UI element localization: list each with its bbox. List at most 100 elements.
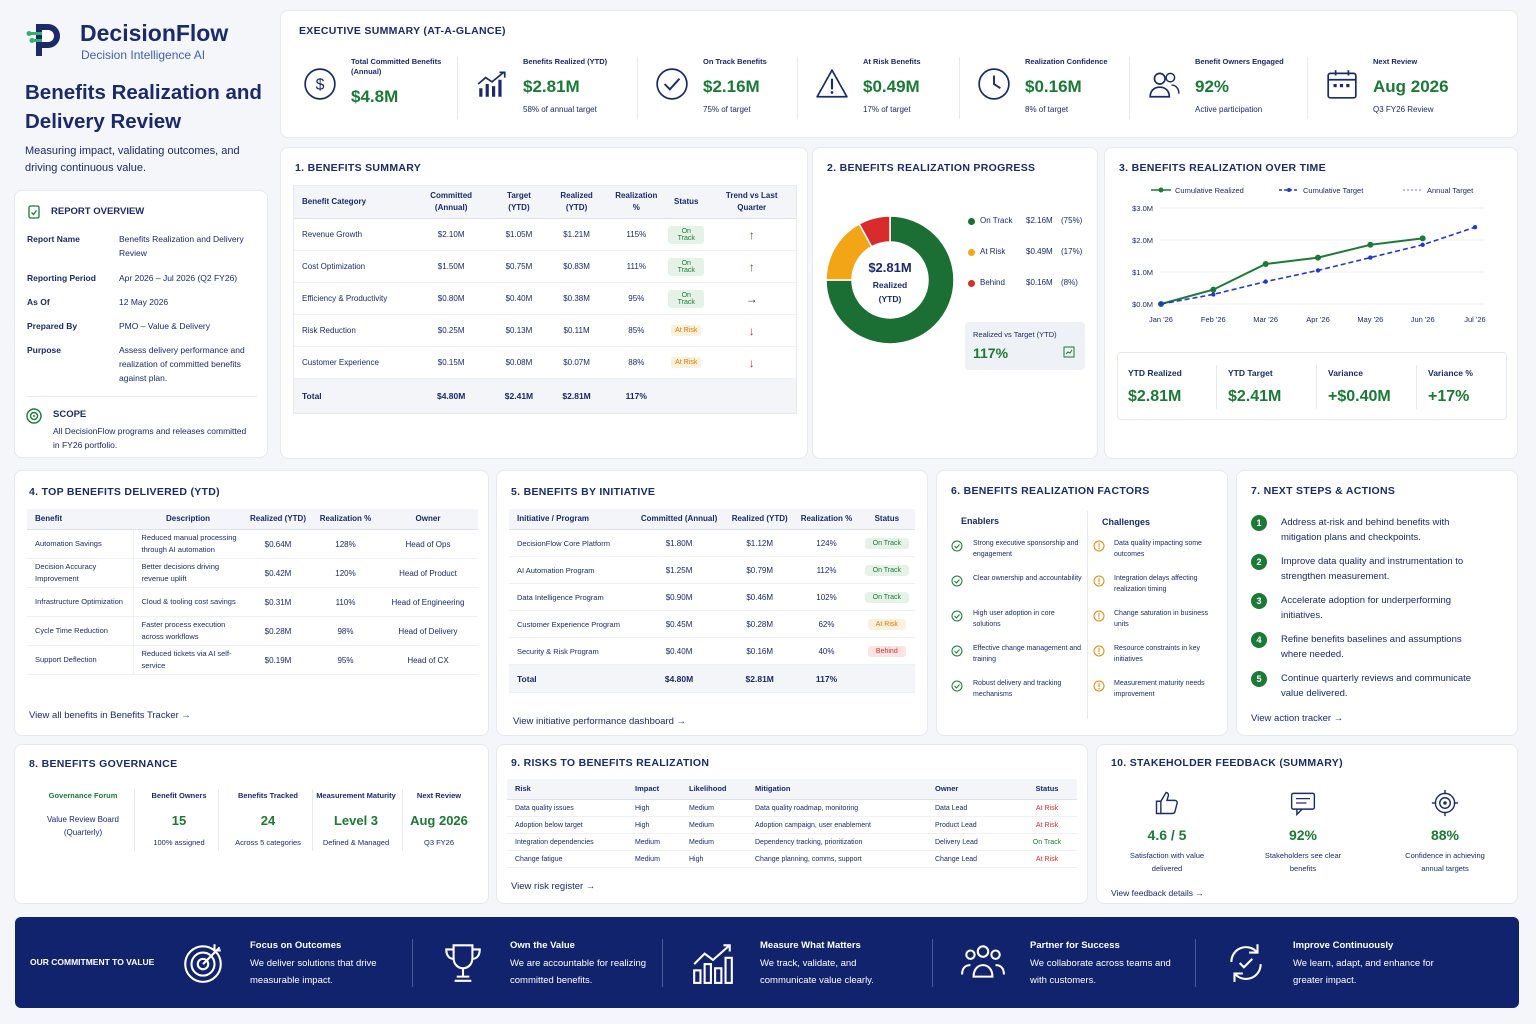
banner-item-text: We learn, adapt, and enhance for greater… — [1293, 958, 1434, 986]
legend-value: $0.16M — [1026, 278, 1053, 287]
status-cell: On Track — [858, 529, 915, 557]
target-icon — [1431, 789, 1459, 822]
feedback-value: 4.6 / 5 — [1147, 827, 1187, 843]
table-cell: Medium — [681, 816, 747, 834]
legend-dot — [968, 249, 975, 256]
benefit-realized: $0.28M — [243, 616, 313, 646]
table-row: Change fatigue Medium High Change planning,… — [507, 850, 1077, 868]
step-text: Refine benefits baselines and assumption… — [1281, 634, 1462, 660]
col-header: Realization % — [607, 186, 666, 219]
kpi-sublabel: Q3 FY26 Review — [1373, 105, 1434, 114]
table-row: Cycle Time Reduction Faster process execu… — [27, 616, 478, 646]
table-cell: $0.16M — [725, 637, 795, 665]
target-icon — [180, 939, 226, 990]
table-row: Risk Reduction $0.25M $0.13M $0.11M 85% At Ri… — [294, 314, 796, 347]
feedback-value: 88% — [1430, 827, 1460, 843]
table-cell: $0.90M — [633, 583, 726, 611]
benefit-realized: $0.64M — [243, 529, 313, 559]
benefit-realized: $0.31M — [243, 587, 313, 617]
table-cell: $0.40M — [492, 282, 546, 315]
benefits-by-initiative-card: 5. BENEFITS BY INITIATIVE Initiative / P… — [496, 470, 928, 736]
trend-arrow-icon: ↓ — [707, 314, 796, 347]
overview-title: REPORT OVERVIEW — [51, 206, 145, 217]
col-header: Status — [858, 509, 915, 530]
enabler-item: Clear ownership and accountability — [973, 575, 1082, 582]
table-row: Efficiency & Productivity $0.80M $0.40M $0.… — [294, 282, 796, 315]
feedback-value: 92% — [1288, 827, 1318, 843]
steps-title: 7. NEXT STEPS & ACTIONS — [1251, 485, 1396, 497]
kpi-tile: Benefit Owners Engaged 92% Active particip… — [1143, 53, 1313, 123]
status-cell: On Track — [858, 556, 915, 584]
legend-value: $2.16M — [1026, 216, 1053, 225]
table-cell: Customer Experience — [294, 346, 410, 379]
governance-header: Governance Forum — [48, 791, 118, 800]
risks-title: 9. RISKS TO BENEFITS REALIZATION — [511, 757, 710, 769]
governance-header: Benefit Owners — [151, 791, 207, 800]
donut-slice-behind — [858, 215, 891, 248]
x-tick-label: Feb '26 — [1201, 315, 1226, 324]
banner-item-title: Own the Value — [510, 940, 575, 951]
status-badge: Behind — [867, 645, 906, 657]
legend-pct: (75%) — [1061, 216, 1083, 225]
challenge-item: Integration delays affecting realization… — [1114, 575, 1198, 593]
total-cell: 117% — [607, 378, 666, 413]
col-header: Likelihood — [681, 779, 747, 800]
feedback-details-link[interactable]: View feedback details → — [1111, 888, 1204, 898]
ytd-value: $2.41M — [1228, 388, 1282, 405]
data-point — [1158, 301, 1164, 307]
brand-name: DecisionFlow — [80, 20, 229, 46]
data-point — [1315, 254, 1321, 261]
y-tick-label: $1.0M — [1132, 268, 1153, 277]
status-cell: On Track — [665, 218, 708, 251]
initiative-dashboard-link[interactable]: View initiative performance dashboard → — [513, 716, 687, 727]
growth-chart-icon — [475, 67, 509, 101]
banner-item-text: We track, validate, and communicate valu… — [760, 958, 874, 986]
benefit-desc: Faster process execution across workflow… — [133, 616, 243, 646]
benefit-owner: Head of Engineering — [378, 587, 478, 617]
feedback-title: 10. STAKEHOLDER FEEDBACK (SUMMARY) — [1111, 757, 1343, 769]
kpi-divider — [1129, 57, 1130, 119]
vs-target-value: 117% — [973, 345, 1009, 361]
top-title: 4. TOP BENEFITS DELIVERED (YTD) — [29, 486, 220, 498]
kpi-tile: On Track Benefits $2.16M 75% of target — [651, 53, 821, 123]
step-number: 1 — [1251, 515, 1267, 531]
legend-dot — [968, 218, 975, 225]
col-header: Benefit Category — [294, 186, 410, 219]
trophy-icon — [440, 939, 486, 990]
table-cell: Medium — [627, 833, 681, 851]
kpi-divider — [457, 57, 458, 119]
governance-header: Benefits Tracked — [237, 791, 299, 800]
table-cell: 85% — [607, 314, 666, 347]
kpi-tile: Benefits Realized (YTD) $2.81M 58% of annu… — [471, 53, 641, 123]
col-header: Initiative / Program — [509, 509, 633, 530]
table-cell: $0.07M — [545, 346, 608, 379]
governance-sub: Defined & Managed — [322, 838, 390, 847]
table-row: DecisionFlow Core Platform $1.80M $1.12M 12… — [509, 529, 915, 557]
risk-register-link[interactable]: View risk register → — [511, 881, 596, 892]
page-title: Benefits Realization and Delivery Review — [25, 81, 262, 133]
feedback-label: Satisfaction with value delivered — [1129, 851, 1205, 873]
donut-center-value: $2.81M — [868, 260, 912, 275]
banner-item-title: Improve Continuously — [1293, 940, 1394, 951]
governance-divider — [134, 789, 135, 851]
table-row: Support Deflection Reduced tickets via AI… — [27, 645, 478, 675]
table-cell: $0.15M — [410, 346, 493, 379]
alert-icon — [1093, 574, 1105, 592]
challenge-item: Measurement maturity needs improvement — [1114, 680, 1205, 698]
overview-divider — [27, 396, 257, 397]
step-text: Accelerate adoption for underperforming … — [1281, 595, 1452, 621]
realization-factors-card: 6. BENEFITS REALIZATION FACTORS Enablers… — [936, 470, 1228, 736]
factors-title: 6. BENEFITS REALIZATION FACTORS — [951, 485, 1150, 497]
progress-title: 2. BENEFITS REALIZATION PROGRESS — [827, 162, 1036, 174]
data-point — [1211, 292, 1216, 297]
step-text: Improve data quality and instrumentation… — [1281, 556, 1464, 582]
benefits-tracker-link[interactable]: View all benefits in Benefits Tracker → — [29, 710, 191, 721]
action-tracker-link[interactable]: View action tracker → — [1251, 713, 1344, 724]
check-icon — [951, 609, 963, 627]
step-number: 4 — [1251, 632, 1267, 648]
ytd-divider — [1316, 365, 1317, 409]
x-tick-label: Jun '26 — [1411, 315, 1435, 324]
kpi-sublabel: 8% of target — [1025, 105, 1069, 114]
ytd-label: YTD Realized — [1128, 368, 1182, 378]
table-cell: $0.08M — [492, 346, 546, 379]
